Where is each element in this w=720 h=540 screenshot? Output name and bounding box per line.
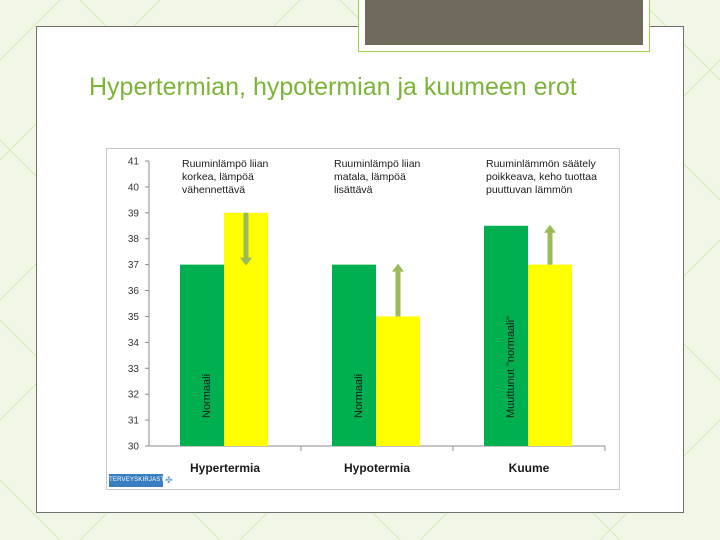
- bar-label: Normaali: [201, 374, 213, 418]
- annotation-text: Ruuminlämpö liian: [334, 158, 421, 170]
- bar-green-hypotermia: [332, 264, 376, 446]
- y-tick-label: 32: [128, 390, 140, 401]
- y-tick-label: 39: [128, 208, 140, 219]
- category-label: Kuume: [509, 461, 550, 475]
- annotation-text: matala, lämpöä: [334, 171, 406, 183]
- y-tick-label: 30: [128, 442, 140, 453]
- y-tick-label: 33: [128, 364, 140, 375]
- category-label: Hypertermia: [190, 461, 260, 475]
- logo-mark-icon: ✤: [165, 475, 173, 485]
- bar-label: Normaali: [353, 374, 365, 418]
- arrow-up-icon: [544, 224, 556, 233]
- y-tick-label: 31: [128, 416, 140, 427]
- bar-label: Muuttunut "normaali": [505, 316, 517, 418]
- header-tab-fill: [365, 0, 643, 45]
- annotation-text: puuttuvan lämmön: [486, 184, 573, 196]
- arrow-shaft: [547, 231, 553, 265]
- y-tick-label: 41: [128, 157, 140, 168]
- arrow-up-icon: [392, 263, 404, 272]
- annotation-text: korkea, lämpöä: [182, 171, 254, 183]
- header-tab: [358, 0, 650, 52]
- bar-yellow-hypotermia: [376, 316, 420, 446]
- arrow-down-icon: [240, 257, 252, 266]
- bar-chart: 30 31 32 33 34 35 36 37 38 39 40 41 Normaali Ruuminlä…: [128, 157, 606, 475]
- arrow-shaft: [395, 270, 401, 317]
- category-label: Hypotermia: [344, 461, 410, 475]
- annotation-text: poikkeava, keho tuottaa: [486, 171, 597, 183]
- bar-green-hypertermia: [180, 264, 224, 446]
- chart-panel: 30 31 32 33 34 35 36 37 38 39 40 41 Normaali Ruuminlä…: [106, 148, 620, 490]
- slide-title: Hypertermian, hypotermian ja kuumeen ero…: [89, 73, 577, 101]
- y-tick-label: 37: [128, 260, 140, 271]
- y-tick-label: 40: [128, 182, 140, 193]
- y-tick-label: 35: [128, 312, 140, 323]
- annotation-text: lisättävä: [334, 184, 373, 196]
- y-tick-label: 36: [128, 286, 140, 297]
- y-tick-label: 34: [128, 338, 140, 349]
- bar-green-kuume: [484, 225, 528, 446]
- arrow-shaft: [243, 212, 249, 259]
- y-tick-label: 38: [128, 234, 140, 245]
- annotation-text: Ruuminlämmön säätely: [486, 158, 596, 170]
- terveyskirjasto-logo: TERVEYSKIRJASTO: [109, 474, 169, 487]
- annotation-text: Ruuminlämpö liian: [182, 158, 269, 170]
- annotation-text: vähennettävä: [182, 184, 245, 196]
- bar-yellow-kuume: [528, 264, 572, 446]
